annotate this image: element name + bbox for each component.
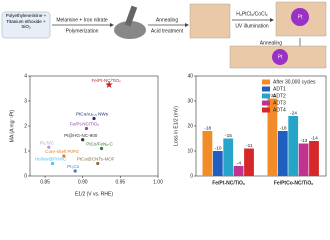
point <box>84 126 89 131</box>
bar-value-label: -11 <box>246 143 253 149</box>
precursor-box <box>1 11 51 39</box>
bar <box>309 141 319 176</box>
point <box>73 169 77 173</box>
y-tick-label: 0 <box>24 173 27 179</box>
legend-swatch <box>262 79 270 85</box>
bar-value-label: -24 <box>290 110 297 116</box>
y-tick-label: 4 <box>24 73 27 79</box>
precursor-wrap: Polyethyleneimine + Titanium ethoxide + … <box>5 13 47 29</box>
legend-label: ADT2 <box>273 93 286 99</box>
y-tick-label: 1 <box>24 148 27 154</box>
point-label: Core-shell Pt/Pd <box>45 149 79 154</box>
step-label: Polymerization <box>66 28 99 34</box>
point-label: Fe/Pt-NC/TiOₓ <box>91 78 121 83</box>
x-tick-label: 1.00 <box>153 179 163 185</box>
y-tick-label: 10 <box>187 148 193 154</box>
pt-label: Pt <box>278 54 283 60</box>
pestle <box>124 5 138 27</box>
bar <box>267 98 278 176</box>
y-axis-label: MA (A mg⁻¹Pt) <box>9 109 15 142</box>
bar <box>212 151 223 176</box>
bar <box>223 138 234 176</box>
point-label: Pt₃Ti/C <box>40 140 55 145</box>
point <box>81 138 85 142</box>
point-label: Hollow@PtNi/C <box>35 157 67 162</box>
bar-value-label: -18 <box>204 125 211 131</box>
bar <box>288 116 299 176</box>
y-tick-label: 30 <box>187 98 193 104</box>
step-label: Annealing <box>156 17 178 23</box>
point-label: Pt@HG-NC-900 <box>64 133 98 138</box>
x-tick-label: 0.85 <box>40 179 50 185</box>
bar <box>298 143 309 176</box>
y-tick-label: 3 <box>24 98 27 104</box>
bar-value-label: -4 <box>237 160 242 166</box>
legend-label: ADT3 <box>273 100 286 106</box>
graphical-abstract: Polyethyleneimine + Titanium ethoxide + … <box>1 1 327 198</box>
point-label: Fe/Pt-NC/TiO₂ <box>70 122 100 127</box>
arrow-head <box>110 23 114 27</box>
bar <box>277 131 288 176</box>
pt-particle <box>272 49 288 65</box>
y-tick-label: 0 <box>190 173 193 179</box>
legend-label: After 30,000 cycles <box>273 79 316 85</box>
arrow-head <box>185 23 189 27</box>
step-label: UV illumination <box>235 23 269 29</box>
bar-value-label: -10 <box>215 145 222 151</box>
point <box>105 80 113 88</box>
point <box>96 161 100 166</box>
legend-label: ADT1 <box>273 86 286 92</box>
x-tick-label: 0.95 <box>115 179 125 185</box>
legend-label: ADT4 <box>273 107 286 113</box>
pt-particle <box>291 8 309 26</box>
x-axis-label: E1/2 (V vs. RHE) <box>75 191 113 197</box>
step-label: Annealing <box>260 40 282 46</box>
point <box>50 161 55 166</box>
synthesis-diagram: Polyethyleneimine + Titanium ethoxide + … <box>1 1 327 69</box>
point-label: PtCo/FeNₓ-C <box>86 142 113 147</box>
support-sheet <box>189 3 231 39</box>
point <box>47 145 51 149</box>
bar <box>202 131 213 176</box>
y-tick-label: 20 <box>187 123 193 129</box>
step-label: Melamine + Iron nitrate <box>56 17 107 23</box>
bar-value-label: -15 <box>225 133 232 139</box>
step-label: H₂PtCl₆/CoCl₂ <box>236 11 268 17</box>
bar-value-label: -18 <box>280 125 287 131</box>
x-tick-label: Fe/PtCo-NC/TiOₓ <box>274 180 313 186</box>
pt-label: Pt <box>298 14 303 20</box>
bar <box>233 166 244 176</box>
point-label: PtCo@CNTs-MOF <box>77 157 115 162</box>
arrow-head <box>270 18 274 22</box>
bar-value-label: -14 <box>311 135 318 141</box>
point <box>92 116 96 121</box>
y-axis-label: Loss in E1/2 (mV) <box>173 106 179 146</box>
y-tick-label: 2 <box>24 123 27 129</box>
point <box>62 154 66 158</box>
point-label: Pt₃Co <box>67 164 80 169</box>
point-label: PtCoAu₀.₅ NWs <box>76 112 109 117</box>
legend-swatch <box>262 100 270 106</box>
step-label: Acid treatment <box>151 28 184 34</box>
legend-swatch <box>262 93 270 99</box>
bar-value-label: -13 <box>300 138 307 144</box>
precursor-text: Polyethyleneimine + Titanium ethoxide + … <box>5 13 47 29</box>
legend-swatch <box>262 107 270 113</box>
legend-swatch <box>262 86 270 92</box>
y-tick-label: 40 <box>187 73 193 79</box>
x-tick-label: Fe/Pt-NC/TiOₓ <box>212 180 245 186</box>
x-tick-label: 0.90 <box>78 179 88 185</box>
mortar <box>114 21 146 39</box>
point <box>99 146 104 151</box>
bar-value-label: -31 <box>269 93 276 99</box>
bar <box>244 148 254 176</box>
